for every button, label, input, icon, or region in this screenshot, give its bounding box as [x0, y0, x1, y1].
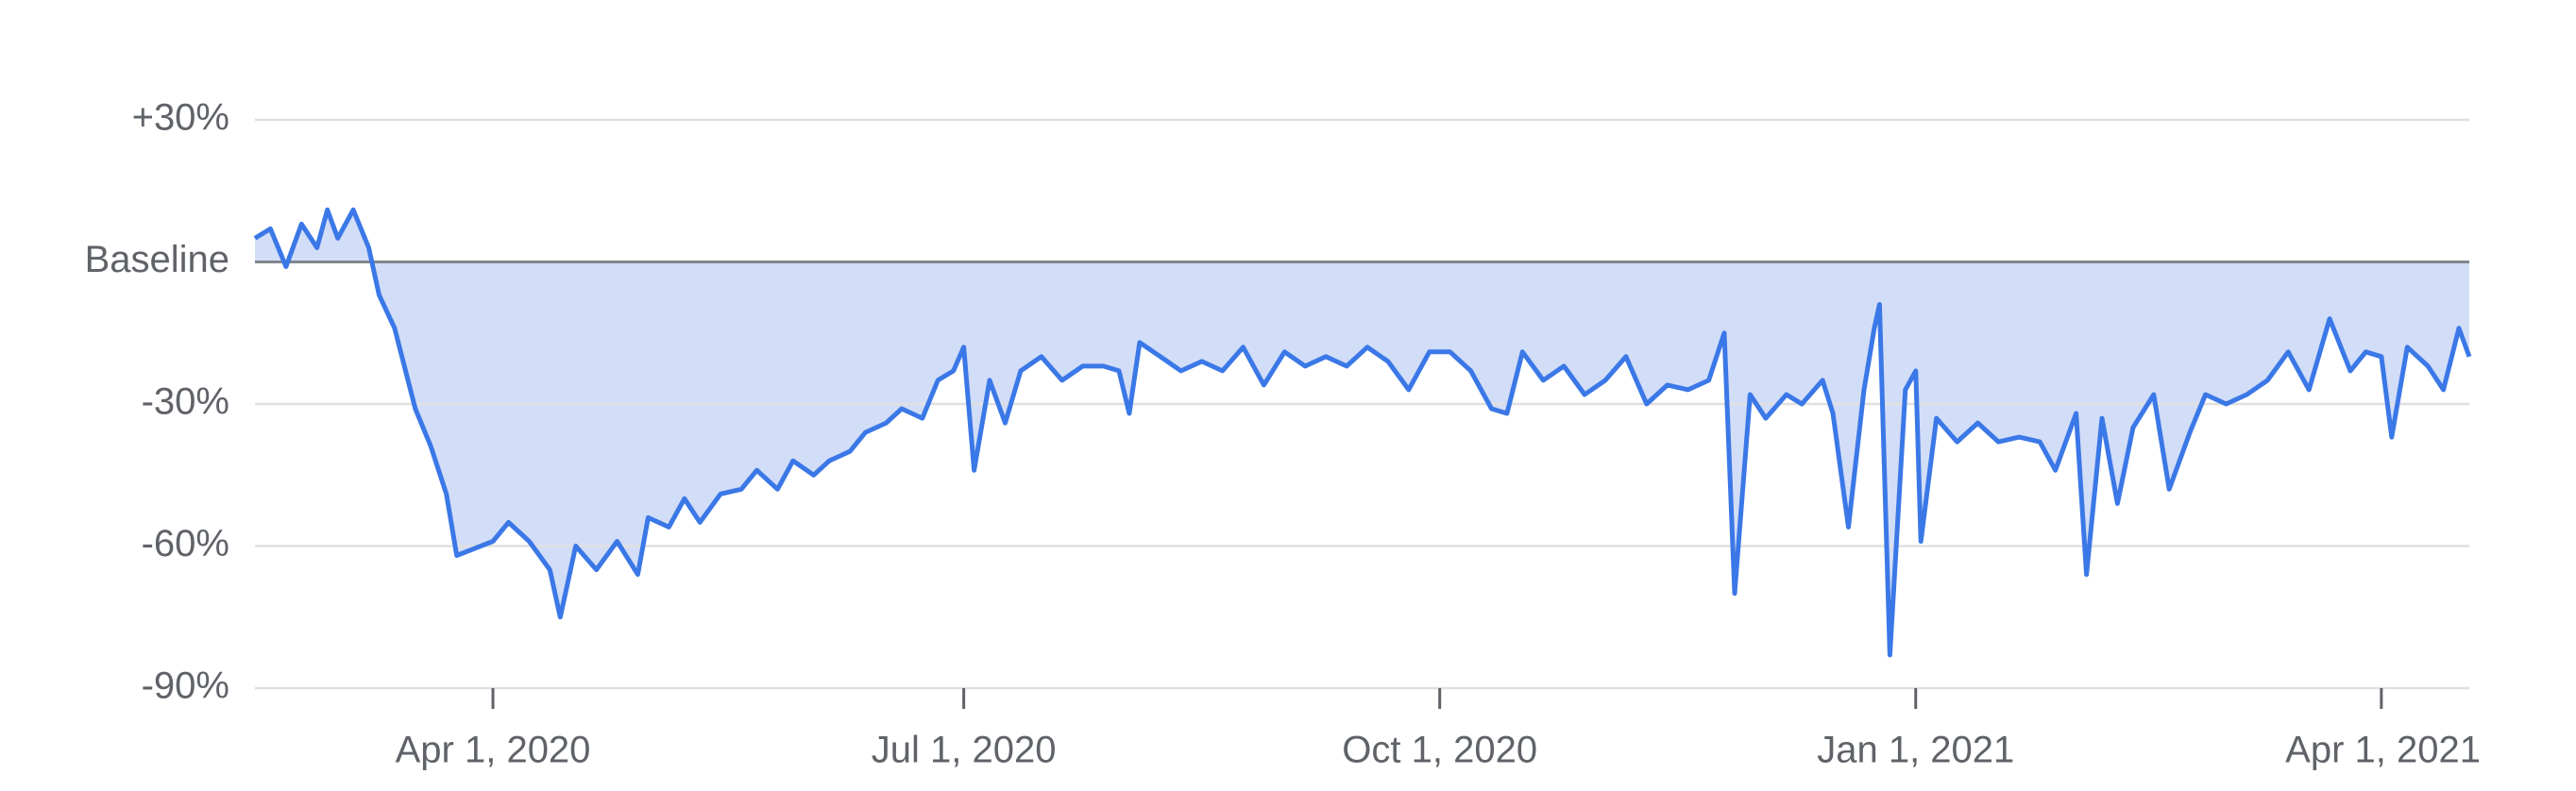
y-tick-label: Baseline	[85, 239, 229, 280]
y-tick-label: -60%	[142, 523, 229, 564]
x-tick-label: Jul 1, 2020	[872, 730, 1057, 771]
y-tick-label: -30%	[142, 381, 229, 423]
area	[255, 210, 2469, 655]
x-tick-label: Jan 1, 2021	[1817, 730, 2014, 771]
x-tick-label: Apr 1, 2020	[396, 730, 591, 771]
line	[253, 207, 2472, 658]
x-tick-label: Oct 1, 2020	[1342, 730, 1537, 771]
x-tick-label: Apr 1, 2021	[2285, 730, 2481, 771]
y-tick-label: -90%	[142, 665, 229, 707]
y-tick-label: +30%	[132, 97, 229, 139]
